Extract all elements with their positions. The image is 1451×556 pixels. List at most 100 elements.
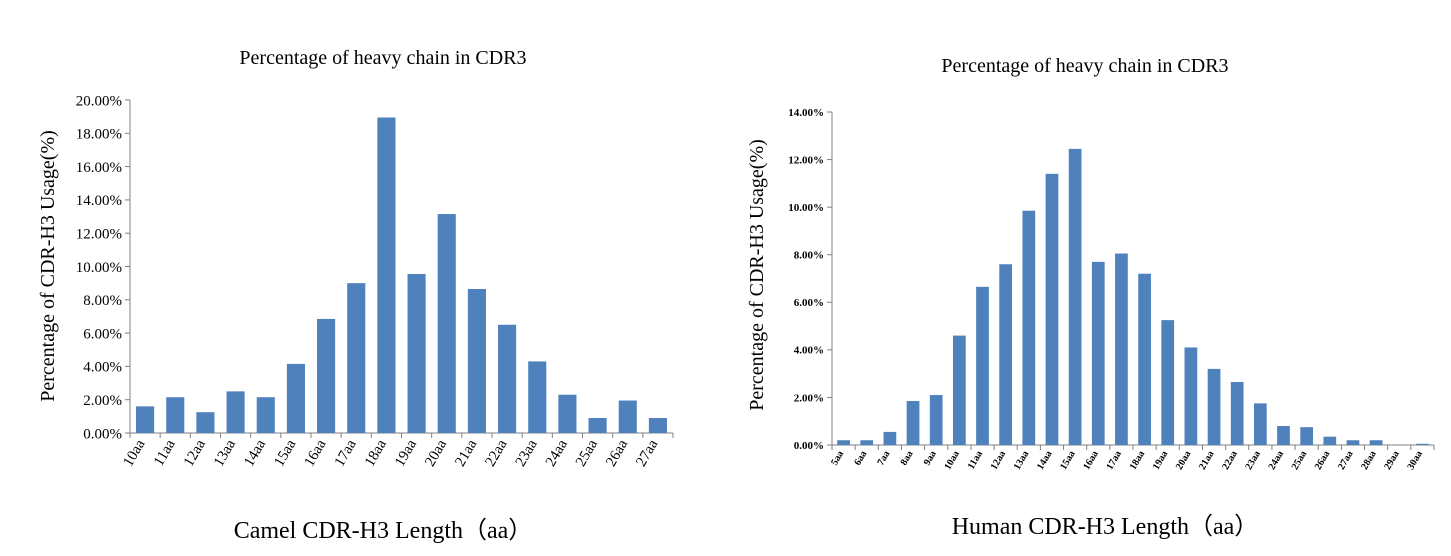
human-category-label: 9aa <box>922 449 939 467</box>
camel-bar-22aa <box>498 324 517 433</box>
human-bar-21aa <box>1207 368 1221 445</box>
camel-category-label: 21aa <box>452 437 480 470</box>
camel-category-label: 26aa <box>603 437 631 470</box>
camel-category-label: 17aa <box>332 437 360 470</box>
human-category-label: 18aa <box>1128 449 1148 472</box>
human-chart: Percentage of heavy chain in CDR3 Percen… <box>746 55 1435 540</box>
human-bar-22aa <box>1230 381 1244 445</box>
camel-bar-12aa <box>196 412 215 433</box>
camel-y-tick-label: 16.00% <box>76 160 122 176</box>
camel-category-label: 24aa <box>543 437 571 470</box>
human-bar-20aa <box>1184 347 1198 445</box>
human-category-label: 29aa <box>1382 449 1402 472</box>
camel-bar-11aa <box>166 397 185 433</box>
camel-category-label: 12aa <box>181 437 209 470</box>
human-bar-13aa <box>1022 210 1036 445</box>
human-category-label: 8aa <box>899 449 916 467</box>
human-category-label: 22aa <box>1220 449 1240 472</box>
camel-category-label: 11aa <box>151 437 179 469</box>
camel-chart-title: Percentage of heavy chain in CDR3 <box>239 47 526 69</box>
human-category-label: 17aa <box>1104 449 1124 472</box>
human-y-tick-label: 4.00% <box>794 345 824 357</box>
human-category-label: 24aa <box>1267 449 1287 472</box>
human-bar-30aa <box>1416 443 1429 445</box>
human-bar-18aa <box>1138 273 1151 445</box>
camel-bar-15aa <box>286 363 305 433</box>
human-category-label: 30aa <box>1405 449 1425 472</box>
human-bar-19aa <box>1161 320 1175 445</box>
human-bar-10aa <box>952 335 966 445</box>
human-y-tick-label: 12.00% <box>788 154 824 166</box>
human-y-tick-label: 6.00% <box>794 297 824 309</box>
human-bar-27aa <box>1346 440 1360 445</box>
human-bar-24aa <box>1277 425 1290 445</box>
camel-category-label: 27aa <box>633 437 661 470</box>
human-bar-5aa <box>837 440 850 445</box>
human-y-axis-label: Percentage of CDR-H3 Usage(%) <box>746 139 768 411</box>
camel-bar-18aa <box>377 117 396 434</box>
camel-y-tick-label: 6.00% <box>83 326 122 342</box>
camel-category-label: 23aa <box>513 437 541 470</box>
human-y-tick-label: 0.00% <box>794 440 824 452</box>
human-category-label: 27aa <box>1336 449 1356 472</box>
human-chart-title: Percentage of heavy chain in CDR3 <box>941 55 1228 77</box>
human-category-label: 10aa <box>942 449 962 472</box>
camel-bar-19aa <box>407 273 426 433</box>
camel-y-tick-label: 0.00% <box>83 426 122 442</box>
camel-y-axis-label: Percentage of CDR-H3 Usage(%) <box>37 130 59 402</box>
camel-y-tick-label: 10.00% <box>76 260 122 276</box>
camel-category-label: 19aa <box>392 437 420 470</box>
human-category-label: 16aa <box>1081 449 1101 472</box>
camel-y-tick-label: 14.00% <box>76 193 122 209</box>
camel-category-label: 10aa <box>121 437 149 470</box>
human-category-label: 13aa <box>1012 449 1032 472</box>
human-bar-23aa <box>1253 403 1267 445</box>
camel-y-tick-label: 12.00% <box>76 226 122 242</box>
camel-bar-20aa <box>437 214 456 433</box>
camel-bar-24aa <box>558 394 577 433</box>
camel-bar-10aa <box>136 406 155 433</box>
human-bar-12aa <box>999 264 1013 445</box>
human-bar-14aa <box>1045 173 1059 446</box>
camel-category-label: 15aa <box>271 437 299 470</box>
human-bar-15aa <box>1068 148 1082 445</box>
human-category-label: 12aa <box>989 449 1009 472</box>
camel-bar-21aa <box>467 288 486 433</box>
camel-bar-16aa <box>317 318 336 433</box>
human-bar-8aa <box>906 400 920 445</box>
human-bar-28aa <box>1369 440 1383 445</box>
camel-category-label: 16aa <box>302 437 330 470</box>
human-y-tick-label: 8.00% <box>794 250 824 262</box>
camel-x-axis-label: Camel CDR-H3 Length（aa） <box>234 518 533 544</box>
human-bar-7aa <box>883 431 897 445</box>
camel-plot-area: 0.00% 2.00% 4.00% 6.00% 8.00% 10.00% 12.00% 14.… <box>76 93 674 470</box>
camel-bar-14aa <box>256 397 275 433</box>
human-category-label: 5aa <box>829 449 846 467</box>
human-bar-6aa <box>860 440 874 445</box>
human-category-label: 11aa <box>966 449 985 471</box>
camel-y-tick-label: 8.00% <box>83 293 122 309</box>
camel-bar-26aa <box>618 400 637 433</box>
human-category-label: 7aa <box>875 449 892 467</box>
camel-category-label: 22aa <box>483 437 511 470</box>
human-category-label: 19aa <box>1151 449 1171 472</box>
camel-bar-13aa <box>226 391 245 433</box>
human-plot-area: 0.00% 2.00% 4.00% 6.00% 8.00% 10.00% 12.00% 14.… <box>788 107 1435 472</box>
camel-bar-23aa <box>528 361 547 433</box>
human-y-tick-label: 10.00% <box>788 202 824 214</box>
camel-y-tick-label: 2.00% <box>83 393 122 409</box>
human-bar-25aa <box>1300 427 1314 445</box>
human-bar-16aa <box>1091 261 1105 445</box>
human-bar-17aa <box>1115 253 1128 445</box>
human-y-tick-label: 2.00% <box>794 392 824 404</box>
camel-category-label: 14aa <box>241 437 269 470</box>
human-bar-11aa <box>976 286 989 445</box>
camel-chart: Percentage of heavy chain in CDR3 Percen… <box>37 47 674 544</box>
human-category-label: 15aa <box>1058 449 1078 472</box>
camel-category-label: 20aa <box>422 437 450 470</box>
human-category-label: 21aa <box>1197 449 1217 472</box>
camel-category-label: 25aa <box>573 437 601 470</box>
human-bar-26aa <box>1323 436 1337 445</box>
camel-category-label: 13aa <box>211 437 239 470</box>
human-y-tick-label: 14.00% <box>788 107 824 119</box>
